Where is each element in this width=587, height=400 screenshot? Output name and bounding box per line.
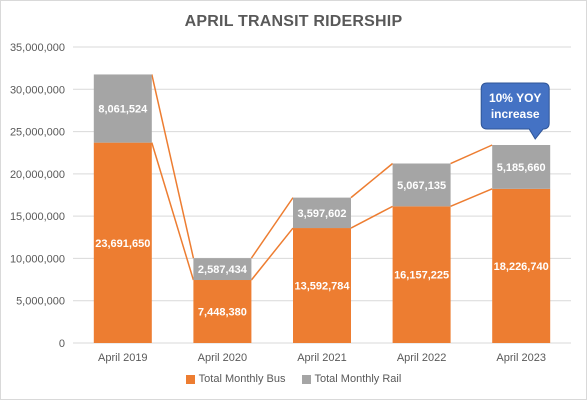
legend-item-bus: Total Monthly Bus — [185, 373, 286, 385]
series-line-total — [151, 74, 195, 259]
series-line-total — [250, 197, 294, 259]
x-tick-label: April 2021 — [297, 352, 347, 364]
legend-swatch-rail — [301, 374, 311, 384]
bar-bus — [392, 206, 451, 343]
series-line-bus — [151, 142, 195, 281]
y-tick-label: 25,000,000 — [10, 127, 65, 139]
data-label-bus: 13,592,784 — [294, 281, 350, 293]
series-line-bus — [350, 205, 393, 229]
bar-rail — [492, 144, 551, 189]
y-tick-label: 10,000,000 — [10, 253, 65, 265]
y-tick-label: 5,000,000 — [16, 296, 65, 308]
annotation-text-line1: 10% YOY — [489, 91, 541, 105]
x-tick-label: April 2019 — [98, 352, 148, 364]
bar-bus — [492, 188, 551, 343]
x-tick-label: April 2022 — [397, 352, 447, 364]
bar-rail — [293, 197, 351, 229]
data-label-rail: 2,587,434 — [198, 264, 248, 276]
chart-title: APRIL TRANSIT RIDERSHIP — [184, 13, 403, 30]
bar-bus — [193, 280, 252, 343]
legend-item-rail: Total Monthly Rail — [301, 373, 402, 385]
y-tick-label: 15,000,000 — [10, 211, 65, 223]
bar-bus — [93, 142, 152, 343]
series-line-total — [350, 162, 394, 199]
x-tick-label: April 2020 — [198, 352, 248, 364]
bar-rail — [392, 163, 451, 207]
y-tick-label: 30,000,000 — [10, 84, 65, 96]
series-line-bus — [250, 227, 294, 281]
bar-rail — [193, 258, 252, 281]
data-label-bus: 7,448,380 — [198, 307, 247, 319]
data-label-bus: 16,157,225 — [394, 270, 449, 282]
y-tick-label: 20,000,000 — [10, 169, 65, 181]
y-tick-label: 35,000,000 — [10, 42, 65, 54]
data-label-rail: 5,185,660 — [497, 162, 546, 174]
annotation-callout — [480, 82, 550, 140]
bar-bus — [293, 228, 351, 343]
legend: Total Monthly Bus Total Monthly Rail — [1, 373, 586, 385]
series-line-bus — [450, 188, 493, 208]
legend-swatch-bus — [185, 374, 195, 384]
legend-label-bus: Total Monthly Bus — [198, 373, 286, 385]
data-label-bus: 18,226,740 — [494, 261, 549, 273]
data-label-rail: 5,067,135 — [397, 180, 446, 192]
y-tick-label: 0 — [59, 338, 65, 350]
data-label-rail: 8,061,524 — [98, 104, 148, 116]
legend-label-rail: Total Monthly Rail — [314, 373, 402, 385]
data-label-bus: 23,691,650 — [95, 238, 150, 250]
bar-rail — [93, 74, 152, 143]
data-label-rail: 3,597,602 — [298, 208, 347, 220]
series-line-total — [450, 144, 493, 165]
x-tick-label: April 2023 — [496, 352, 546, 364]
annotation-text-line2: increase — [491, 107, 540, 121]
